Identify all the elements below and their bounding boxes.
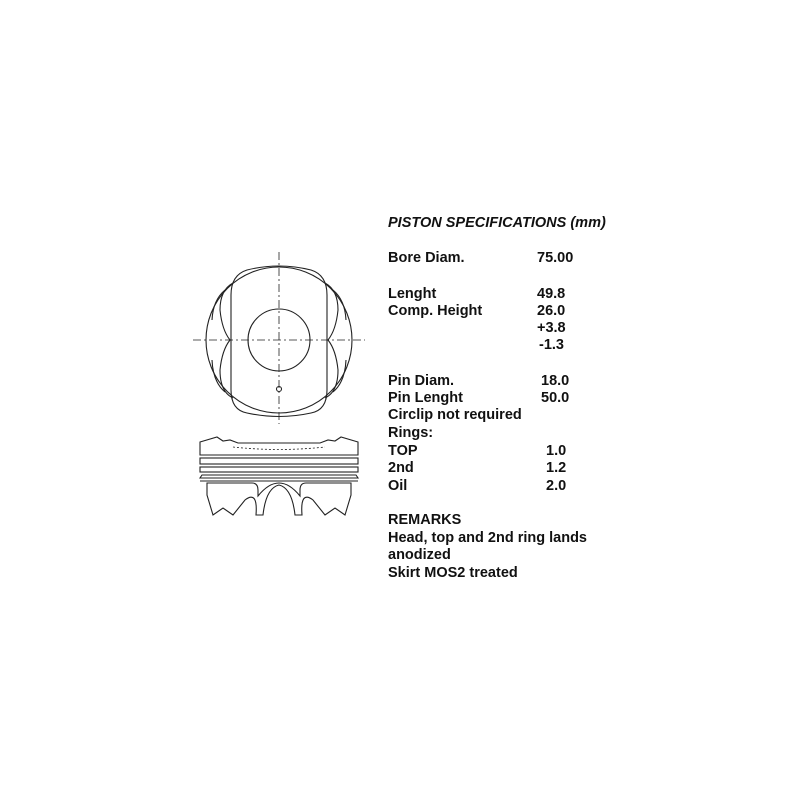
spec-value-length: 49.8 [537, 286, 566, 302]
spec-label-circlip: Circlip not required [388, 407, 522, 423]
spec-value-top-ring: 1.0 [546, 443, 567, 459]
spec-label-bore: Bore Diam. [388, 250, 465, 266]
spec-label-length: Lenght [388, 286, 437, 302]
spec-value-tolerance-minus: -1.3 [539, 337, 564, 353]
spec-value-2nd-ring: 1.2 [546, 460, 567, 476]
remarks-line: anodized [388, 547, 451, 563]
spec-value-tolerance-plus: +3.8 [537, 320, 566, 336]
spec-label-top-ring: TOP [388, 443, 418, 459]
specs-title: PISTON SPECIFICATIONS (mm) [388, 215, 606, 231]
remarks-line: Head, top and 2nd ring lands [388, 530, 587, 546]
piston-top-view [193, 252, 365, 424]
spec-label-pin-diam: Pin Diam. [388, 373, 455, 389]
remarks-heading: REMARKS [388, 512, 462, 528]
spec-label-rings: Rings: [388, 425, 434, 441]
spec-label-oil-ring: Oil [388, 478, 408, 494]
piston-side-view [198, 436, 360, 516]
spec-value-bore: 75.00 [537, 250, 574, 266]
spec-label-pin-length: Pin Lenght [388, 390, 463, 406]
spec-label-comp-height: Comp. Height [388, 303, 483, 319]
spec-value-comp-height: 26.0 [537, 303, 566, 319]
spec-label-2nd-ring: 2nd [388, 460, 414, 476]
spec-value-pin-diam: 18.0 [541, 373, 570, 389]
spec-value-oil-ring: 2.0 [546, 478, 567, 494]
spec-value-pin-length: 50.0 [541, 390, 570, 406]
remarks-line: Skirt MOS2 treated [388, 565, 518, 581]
